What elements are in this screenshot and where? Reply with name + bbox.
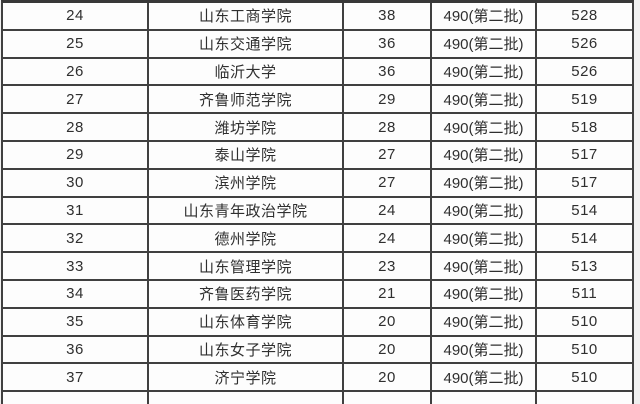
university-cell xyxy=(147,392,342,404)
table-row: 30 滨州学院 27 490(第二批) 517 xyxy=(3,169,632,198)
university-cell: 滨州学院 xyxy=(147,169,342,196)
value-cell: 23 xyxy=(342,253,430,279)
batch-line-cell: 490(第二批) xyxy=(430,30,535,57)
batch-line-cell: 490(第二批) xyxy=(430,3,535,29)
rank-cell: 33 xyxy=(66,257,84,275)
batch-line-cell: 490(第二批) xyxy=(430,114,535,140)
batch-line-cell: 490(第二批) xyxy=(430,169,535,196)
rank-cell: 32 xyxy=(66,229,84,247)
university-cell: 山东交通学院 xyxy=(147,30,342,57)
score-cell: 526 xyxy=(535,30,632,57)
value-cell xyxy=(342,392,430,404)
value-cell: 36 xyxy=(342,30,430,57)
table-row-partial xyxy=(3,392,632,404)
batch-line-cell: 490(第二批) xyxy=(430,364,535,391)
score-cell: 511 xyxy=(535,280,632,307)
university-cell: 济宁学院 xyxy=(147,364,342,391)
value-cell: 24 xyxy=(342,225,430,252)
university-cell: 齐鲁师范学院 xyxy=(147,86,342,113)
value-cell: 21 xyxy=(342,280,430,307)
score-cell: 510 xyxy=(535,308,632,335)
score-cell: 514 xyxy=(535,225,632,252)
table-row: 35 山东体育学院 20 490(第二批) 510 xyxy=(3,308,632,337)
university-cell: 山东青年政治学院 xyxy=(147,197,342,224)
score-cell: 514 xyxy=(535,197,632,224)
table-row: 25 山东交通学院 36 490(第二批) 526 xyxy=(3,30,632,59)
score-cell: 513 xyxy=(535,253,632,279)
university-cell: 临沂大学 xyxy=(147,58,342,85)
university-cell: 泰山学院 xyxy=(147,141,342,168)
table-row: 33 山东管理学院 23 490(第二批) 513 xyxy=(3,253,632,281)
batch-line-cell xyxy=(430,392,535,404)
score-cell xyxy=(535,392,632,404)
table-body: 24 山东工商学院 38 490(第二批) 528 25 山东交通学院 36 4… xyxy=(3,3,632,404)
value-cell: 29 xyxy=(342,86,430,113)
rank-cell: 28 xyxy=(66,118,84,136)
value-cell: 24 xyxy=(342,197,430,224)
rank-cell: 26 xyxy=(66,62,84,80)
batch-line-cell: 490(第二批) xyxy=(430,280,535,307)
rank-cell: 35 xyxy=(66,313,84,331)
rank-cell: 25 xyxy=(66,35,84,53)
rank-cell: 30 xyxy=(66,174,84,192)
score-cell: 526 xyxy=(535,58,632,85)
table-row: 29 泰山学院 27 490(第二批) 517 xyxy=(3,141,632,170)
value-cell: 28 xyxy=(342,114,430,140)
table-row: 27 齐鲁师范学院 29 490(第二批) 519 xyxy=(3,86,632,115)
rank-cell: 27 xyxy=(66,90,84,108)
university-cell: 潍坊学院 xyxy=(147,114,342,140)
rank-cell: 24 xyxy=(66,7,84,25)
batch-line-cell: 490(第二批) xyxy=(430,253,535,279)
table-row: 24 山东工商学院 38 490(第二批) 528 xyxy=(3,3,632,31)
rank-cell xyxy=(3,392,147,404)
university-cell: 德州学院 xyxy=(147,225,342,252)
table-row: 37 济宁学院 20 490(第二批) 510 xyxy=(3,364,632,393)
batch-line-cell: 490(第二批) xyxy=(430,225,535,252)
score-cell: 517 xyxy=(535,141,632,168)
value-cell: 20 xyxy=(342,364,430,391)
score-cell: 519 xyxy=(535,86,632,113)
table-row: 31 山东青年政治学院 24 490(第二批) 514 xyxy=(3,197,632,226)
batch-line-cell: 490(第二批) xyxy=(430,197,535,224)
score-cell: 528 xyxy=(535,3,632,29)
table-row: 36 山东女子学院 20 490(第二批) 510 xyxy=(3,336,632,365)
value-cell: 27 xyxy=(342,169,430,196)
table-row: 28 潍坊学院 28 490(第二批) 518 xyxy=(3,114,632,142)
university-cell: 齐鲁医药学院 xyxy=(147,280,342,307)
value-cell: 27 xyxy=(342,141,430,168)
score-cell: 517 xyxy=(535,169,632,196)
score-cell: 510 xyxy=(535,364,632,391)
table-row: 32 德州学院 24 490(第二批) 514 xyxy=(3,225,632,254)
batch-line-cell: 490(第二批) xyxy=(430,58,535,85)
rank-cell: 37 xyxy=(66,368,84,386)
rank-cell: 29 xyxy=(66,146,84,164)
university-cell: 山东体育学院 xyxy=(147,308,342,335)
university-cell: 山东管理学院 xyxy=(147,253,342,279)
value-cell: 20 xyxy=(342,308,430,335)
table-row: 34 齐鲁医药学院 21 490(第二批) 511 xyxy=(3,280,632,309)
table-row: 26 临沂大学 36 490(第二批) 526 xyxy=(3,58,632,87)
batch-line-cell: 490(第二批) xyxy=(430,86,535,113)
score-cell: 518 xyxy=(535,114,632,140)
score-cell: 510 xyxy=(535,336,632,363)
rank-cell: 36 xyxy=(66,340,84,358)
value-cell: 36 xyxy=(342,58,430,85)
university-cell: 山东工商学院 xyxy=(147,3,342,29)
batch-line-cell: 490(第二批) xyxy=(430,141,535,168)
university-cell: 山东女子学院 xyxy=(147,336,342,363)
value-cell: 38 xyxy=(342,3,430,29)
batch-line-cell: 490(第二批) xyxy=(430,336,535,363)
rank-cell: 31 xyxy=(66,201,84,219)
rank-cell: 34 xyxy=(66,285,84,303)
batch-line-cell: 490(第二批) xyxy=(430,308,535,335)
value-cell: 20 xyxy=(342,336,430,363)
